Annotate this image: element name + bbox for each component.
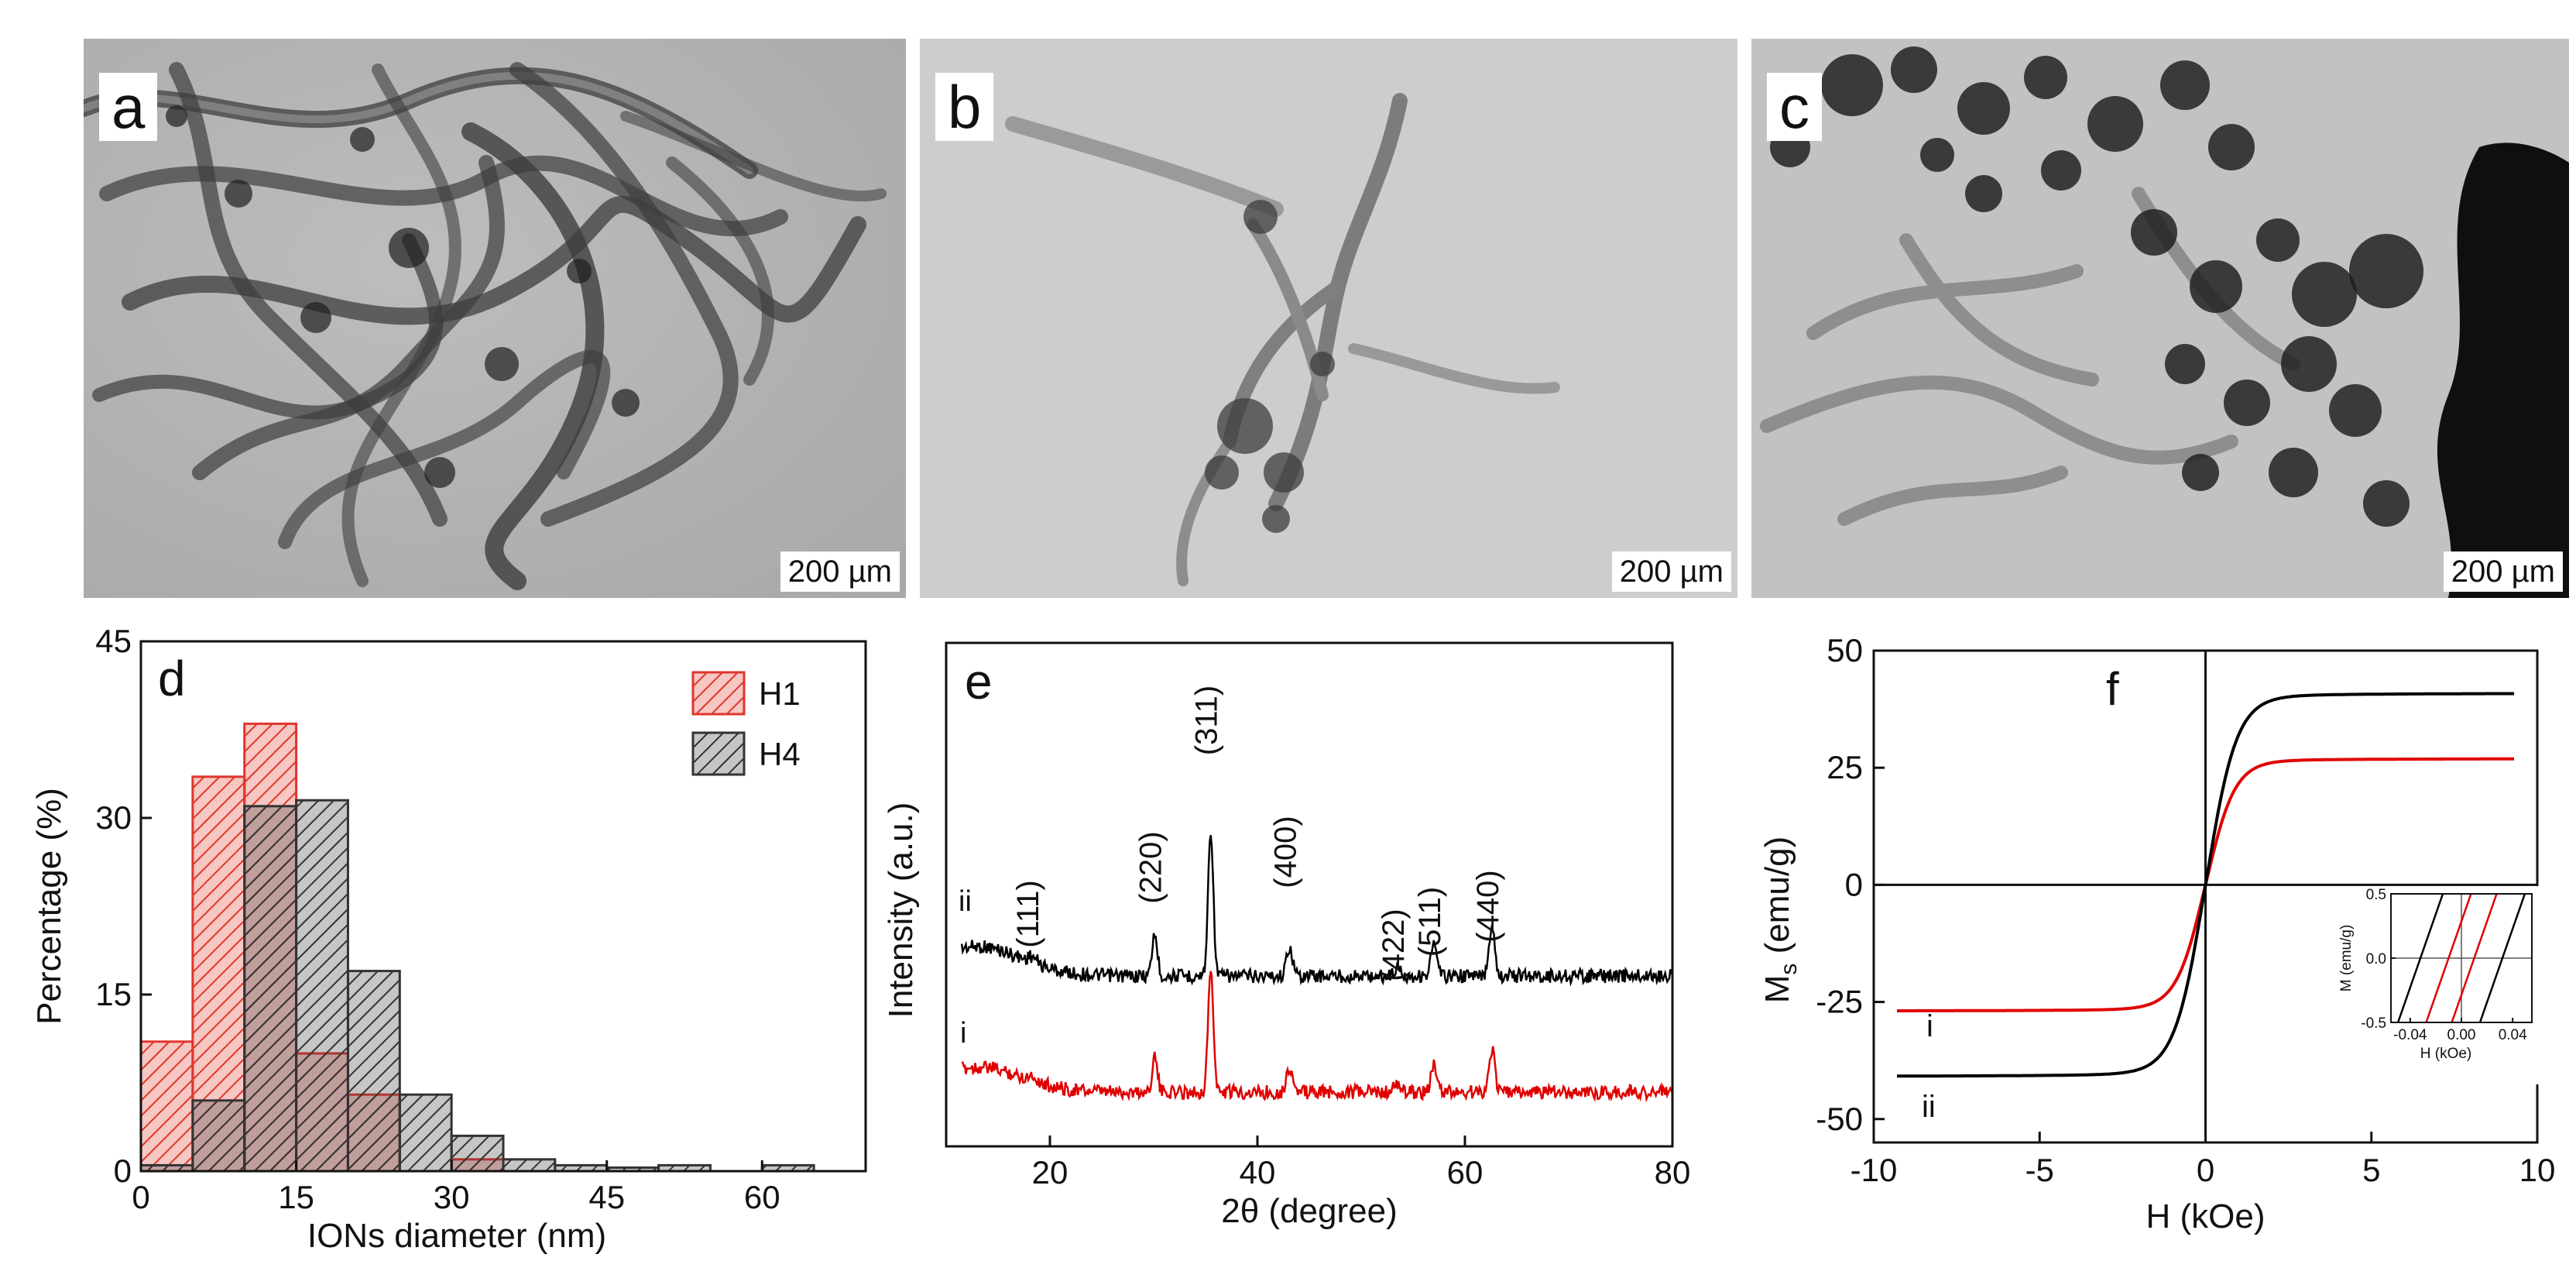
- magnetization-curve-ii: [1897, 692, 2514, 1078]
- x-tick-label: 45: [588, 1179, 625, 1215]
- nanotube-network-a: [84, 39, 906, 598]
- peak-label: (400): [1269, 816, 1303, 888]
- y-tick-label: 25: [1827, 749, 1863, 785]
- histogram-bar-H4: [502, 1158, 557, 1173]
- inset-loop-branch-ii: [2396, 893, 2444, 1023]
- x-axis-title: 2θ (degree): [1221, 1192, 1397, 1230]
- peak-label: (422): [1377, 909, 1411, 981]
- nanotube-cluster-b: [920, 39, 1737, 598]
- peak-label: (440): [1471, 870, 1505, 942]
- inset-x-tick-label: 0.00: [2447, 1027, 2476, 1043]
- inset-loop-branch-i: [2425, 893, 2472, 1023]
- histogram-bar-H4: [346, 970, 401, 1173]
- x-tick-label: 30: [434, 1179, 470, 1215]
- peak-label: (311): [1190, 685, 1224, 755]
- inset-loop-branch-i: [2451, 893, 2498, 1023]
- y-tick-label: 30: [95, 799, 132, 836]
- y-axis-title: Ms (emu/g): [1758, 837, 1802, 1003]
- tem-image-b: b 200 µm: [920, 39, 1737, 598]
- x-tick-label: 0: [132, 1179, 149, 1215]
- y-tick-label: 45: [95, 623, 132, 659]
- legend-label-H4: H4: [759, 736, 801, 772]
- x-tick-label: 5: [2362, 1152, 2380, 1188]
- panel-label-b: b: [935, 73, 994, 141]
- x-tick-label: 20: [1032, 1154, 1068, 1191]
- x-tick-label: -5: [2025, 1152, 2054, 1188]
- histogram-bar-H4: [398, 1093, 453, 1173]
- inset-x-tick-label: -0.04: [2393, 1027, 2427, 1043]
- inset-loop-branch-ii: [2478, 893, 2526, 1023]
- legend-swatch-H4: [691, 731, 746, 776]
- y-axis-title: Intensity (a.u.): [882, 802, 920, 1019]
- peak-label: (220): [1134, 831, 1168, 903]
- histogram-bar-H4: [450, 1134, 505, 1173]
- panel-label-f: f: [2106, 663, 2119, 715]
- legend-swatch-H1: [691, 671, 746, 716]
- curve-label-i: i: [960, 1017, 966, 1050]
- x-tick-label: 0: [2197, 1152, 2214, 1188]
- histogram-bar-H4: [243, 805, 298, 1173]
- x-tick-label: 40: [1240, 1154, 1276, 1191]
- x-tick-label: 10: [2519, 1152, 2556, 1188]
- peak-label: (111): [1011, 880, 1045, 947]
- xrd-trace-ii: [960, 835, 1674, 987]
- curve-label-i: i: [1926, 1009, 1933, 1043]
- x-tick-label: 60: [1447, 1154, 1484, 1191]
- panel-label-e: e: [965, 654, 993, 709]
- y-tick-label: 50: [1827, 632, 1863, 668]
- x-axis-title: H (kOe): [2146, 1197, 2266, 1235]
- y-tick-label: -25: [1816, 984, 1863, 1020]
- x-tick-label: -10: [1851, 1152, 1898, 1188]
- inset-y-tick-label: -0.5: [2361, 1015, 2386, 1032]
- plot-frame: [139, 640, 867, 1173]
- plot-frame: [945, 641, 1674, 1148]
- x-tick-label: 15: [278, 1179, 314, 1215]
- peak-label: (511): [1413, 887, 1447, 957]
- curve-label-ii: ii: [959, 885, 972, 918]
- tem-image-c: c 200 µm: [1751, 39, 2569, 598]
- inset-y-tick-label: 0.0: [2366, 951, 2386, 967]
- y-tick-label: 15: [95, 976, 132, 1012]
- histogram-bar-H4: [295, 799, 349, 1173]
- curve-label-ii: ii: [1922, 1090, 1936, 1124]
- y-tick-label: 0: [1845, 866, 1863, 902]
- y-tick-label: -50: [1816, 1101, 1863, 1137]
- xrd-trace-i: [961, 971, 1673, 1103]
- scale-bar-label-b: 200 µm: [1611, 551, 1731, 592]
- scale-bar-label-c: 200 µm: [2443, 551, 2563, 592]
- histogram-bar-H4: [191, 1099, 246, 1173]
- panel-label-a: a: [99, 73, 158, 141]
- y-tick-label: 0: [114, 1153, 132, 1189]
- panel-label-d: d: [158, 651, 186, 706]
- nanoparticle-aggregate-c: [1751, 39, 2569, 598]
- inset-y-axis-title: M (emu/g): [2338, 925, 2355, 992]
- legend-label-H1: H1: [759, 675, 801, 712]
- x-tick-label: 60: [744, 1179, 780, 1215]
- panel-label-c: c: [1767, 73, 1822, 141]
- inset-x-axis-title: H (kOe): [2420, 1046, 2472, 1062]
- x-axis-title: IONs diameter (nm): [307, 1217, 606, 1255]
- inset-y-tick-label: 0.5: [2366, 887, 2386, 903]
- y-axis-title: Percentage (%): [30, 788, 68, 1025]
- histogram-bar-H1: [139, 1040, 194, 1173]
- scale-bar-label-a: 200 µm: [780, 551, 900, 592]
- chart-e-xrd: iii(111)(220)(311)(400)(422) (511) (440)20…: [882, 641, 1691, 1230]
- inset-x-tick-label: 0.04: [2499, 1027, 2527, 1043]
- x-tick-label: 80: [1655, 1154, 1691, 1191]
- tem-image-a: a 200 µm: [84, 39, 906, 598]
